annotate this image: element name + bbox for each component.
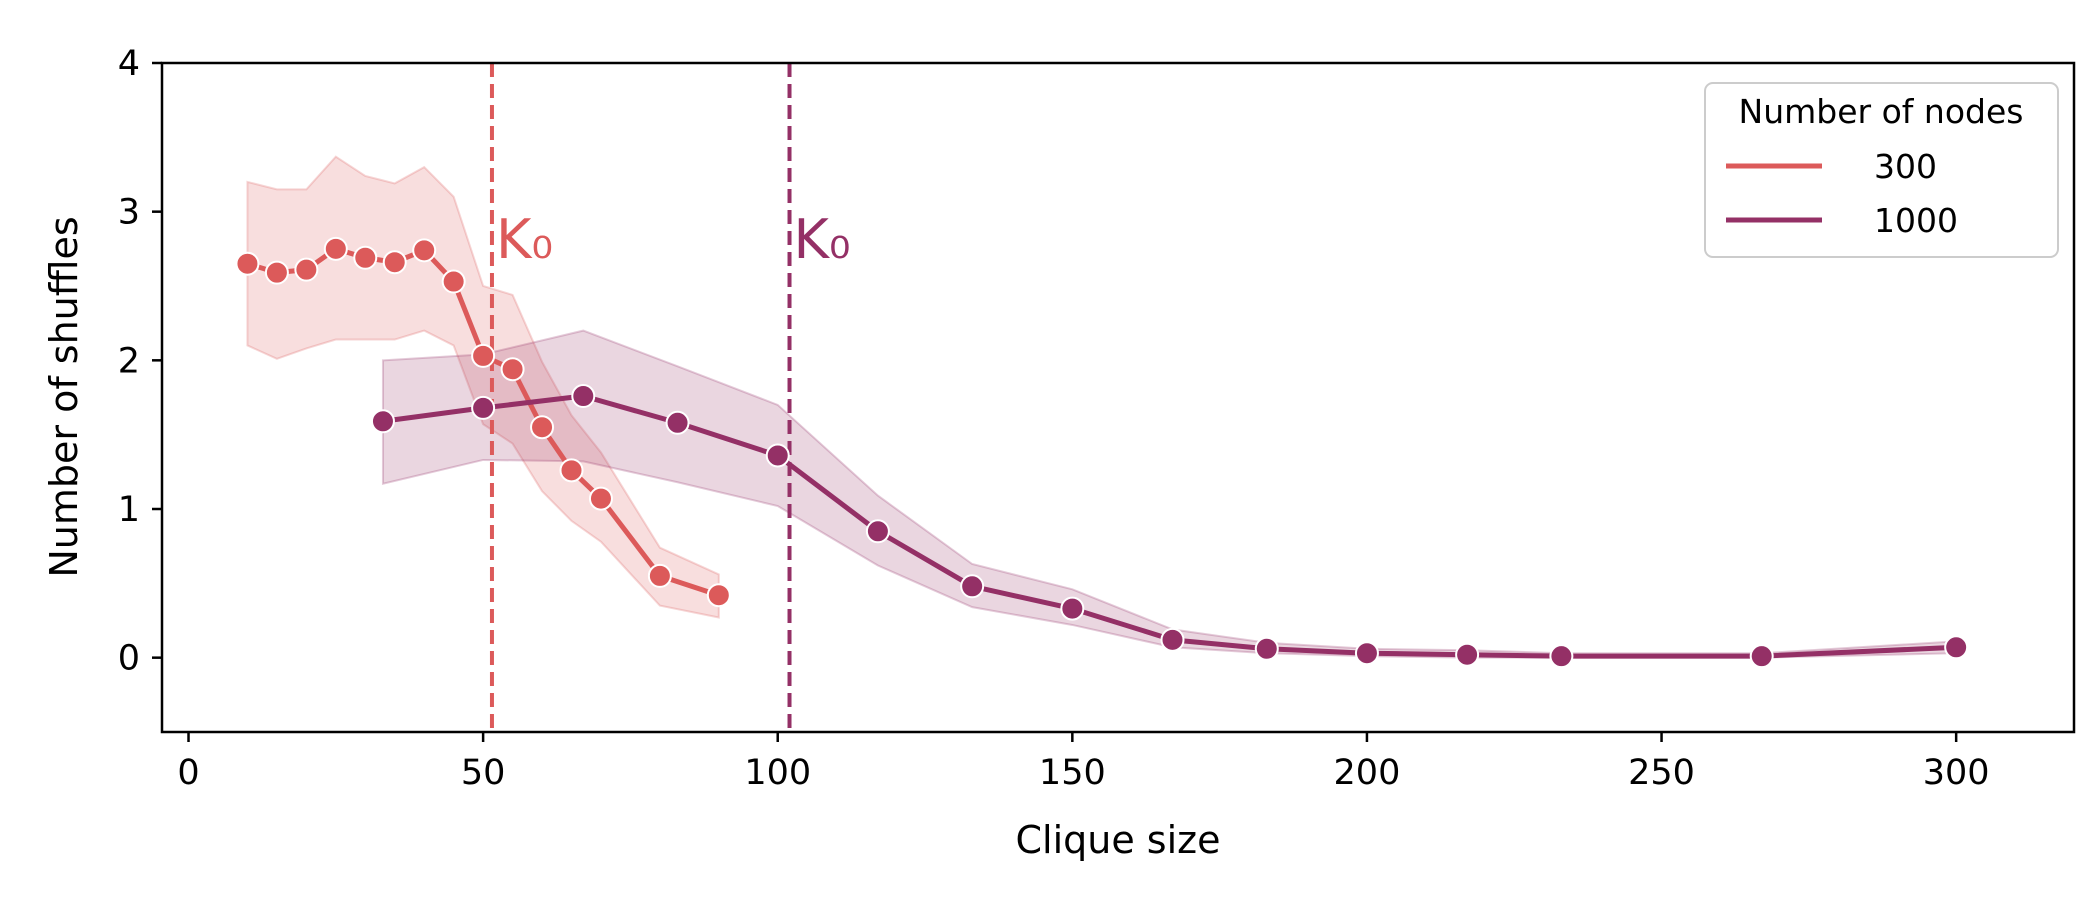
y-axis-ticks: 0 1 2 3 4	[118, 44, 162, 679]
data-point-1000	[1060, 596, 1085, 621]
data-point-300	[706, 583, 731, 608]
data-point-300	[441, 269, 466, 294]
data-point-1000	[665, 410, 690, 435]
x-tick-label: 150	[1039, 753, 1106, 793]
data-point-300	[353, 245, 378, 270]
legend-label-1000: 1000	[1874, 201, 1958, 240]
data-point-300	[647, 563, 672, 588]
data-point-300	[264, 260, 289, 285]
y-tick-label: 0	[118, 639, 140, 679]
data-point-1000	[960, 574, 985, 599]
data-point-300	[294, 257, 319, 282]
data-point-300	[323, 236, 348, 261]
x-tick-label: 250	[1628, 753, 1695, 793]
legend: Number of nodes 300 1000	[1704, 82, 2059, 258]
x-tick-label: 50	[461, 753, 506, 793]
x-tick-label: 200	[1334, 753, 1401, 793]
data-point-300	[500, 357, 525, 382]
x-axis-ticks: 0 50 100 150 200 250 300	[177, 732, 1990, 793]
y-tick-label: 1	[118, 490, 140, 530]
x-axis-label: Clique size	[1016, 818, 1221, 862]
data-point-300	[382, 250, 407, 275]
data-point-1000	[1749, 644, 1774, 669]
data-point-1000	[571, 384, 596, 409]
y-tick-label: 3	[118, 193, 140, 233]
plot-frame	[160, 61, 2076, 734]
data-point-1000	[1254, 636, 1279, 661]
data-point-1000	[1354, 641, 1379, 666]
data-point-1000	[1160, 627, 1185, 652]
legend-box	[1704, 82, 2059, 258]
data-point-300	[235, 251, 260, 276]
data-point-300	[471, 343, 496, 368]
data-point-1000	[765, 443, 790, 468]
y-tick-label: 2	[118, 341, 140, 381]
y-axis-label: Number of shuffles	[42, 216, 86, 577]
x-tick-label: 300	[1923, 753, 1990, 793]
series-points	[235, 236, 1969, 669]
x-tick-label: 100	[744, 753, 811, 793]
data-point-1000	[471, 395, 496, 420]
y-tick-label: 4	[118, 44, 140, 84]
k0-label-0: K₀	[496, 208, 553, 271]
data-point-1000	[865, 519, 890, 544]
data-point-1000	[1455, 642, 1480, 667]
data-point-300	[588, 486, 613, 511]
data-point-300	[530, 415, 555, 440]
data-point-1000	[370, 409, 395, 434]
legend-title: Number of nodes	[1739, 92, 2024, 131]
data-point-300	[412, 238, 437, 263]
k0-label-1: K₀	[794, 208, 851, 271]
k0-reference-lines: K₀ K₀	[489, 63, 851, 732]
data-point-1000	[1944, 635, 1969, 660]
data-point-1000	[1549, 644, 1574, 669]
legend-label-300: 300	[1874, 147, 1937, 186]
data-point-300	[559, 458, 584, 483]
x-tick-label: 0	[177, 753, 199, 793]
